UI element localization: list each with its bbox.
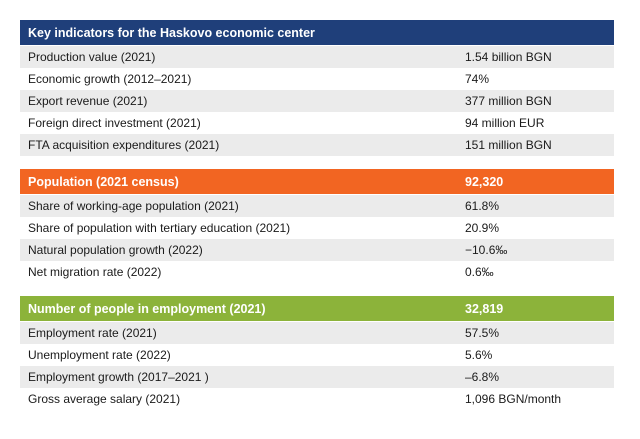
row-label: Gross average salary (2021) <box>28 392 181 406</box>
table-row: Share of population with tertiary educat… <box>20 217 614 239</box>
section-header-employment: Number of people in employment (2021) 32… <box>20 296 614 321</box>
table-row: Natural population growth (2022) −10.6‰ <box>20 239 614 261</box>
row-value: 57.5% <box>465 326 500 340</box>
table-row: Export revenue (2021) 377 million BGN <box>20 90 614 112</box>
indicators-table: Key indicators for the Haskovo economic … <box>20 20 614 410</box>
section-header-population: Population (2021 census) 92,320 <box>20 169 614 194</box>
section-value: 92,320 <box>465 174 504 189</box>
row-value: 94 million EUR <box>465 116 545 130</box>
table-row: Production value (2021) 1.54 billion BGN <box>20 46 614 68</box>
row-value: 5.6% <box>465 348 493 362</box>
row-label: Foreign direct investment (2021) <box>28 116 201 130</box>
row-label: Share of working-age population (2021) <box>28 199 239 213</box>
row-label: Natural population growth (2022) <box>28 243 203 257</box>
row-label: Production value (2021) <box>28 50 156 64</box>
table-row: Employment rate (2021) 57.5% <box>20 322 614 344</box>
section-value: 32,819 <box>465 301 504 316</box>
row-label: Share of population with tertiary educat… <box>28 221 291 235</box>
table-row: Foreign direct investment (2021) 94 mill… <box>20 112 614 134</box>
section-title: Number of people in employment (2021) <box>28 301 266 316</box>
section-header-key-indicators: Key indicators for the Haskovo economic … <box>20 20 614 45</box>
table-row: Gross average salary (2021) 1,096 BGN/mo… <box>20 388 614 410</box>
row-label: Unemployment rate (2022) <box>28 348 171 362</box>
row-value: 74% <box>465 72 490 86</box>
row-value: 1,096 BGN/month <box>465 392 562 406</box>
table-row: Share of working-age population (2021) 6… <box>20 195 614 217</box>
row-value: 0.6‰ <box>465 265 494 279</box>
row-value: 61.8% <box>465 199 500 213</box>
row-label: Economic growth (2012–2021) <box>28 72 192 86</box>
row-label: Export revenue (2021) <box>28 94 148 108</box>
table-row: FTA acquisition expenditures (2021) 151 … <box>20 134 614 156</box>
table-row: Unemployment rate (2022) 5.6% <box>20 344 614 366</box>
row-value: 377 million BGN <box>465 94 552 108</box>
section-title: Population (2021 census) <box>28 174 179 189</box>
section-title: Key indicators for the Haskovo economic … <box>28 25 315 40</box>
row-value: 1.54 billion BGN <box>465 50 552 64</box>
row-value: –6.8% <box>465 370 500 384</box>
table-row: Economic growth (2012–2021) 74% <box>20 68 614 90</box>
row-label: FTA acquisition expenditures (2021) <box>28 138 220 152</box>
row-value: 20.9% <box>465 221 500 235</box>
row-label: Net migration rate (2022) <box>28 265 162 279</box>
row-label: Employment rate (2021) <box>28 326 157 340</box>
row-value: −10.6‰ <box>465 243 508 257</box>
row-label: Employment growth (2017–2021 ) <box>28 370 209 384</box>
table-row: Net migration rate (2022) 0.6‰ <box>20 261 614 283</box>
row-value: 151 million BGN <box>465 138 552 152</box>
table-row: Employment growth (2017–2021 ) –6.8% <box>20 366 614 388</box>
